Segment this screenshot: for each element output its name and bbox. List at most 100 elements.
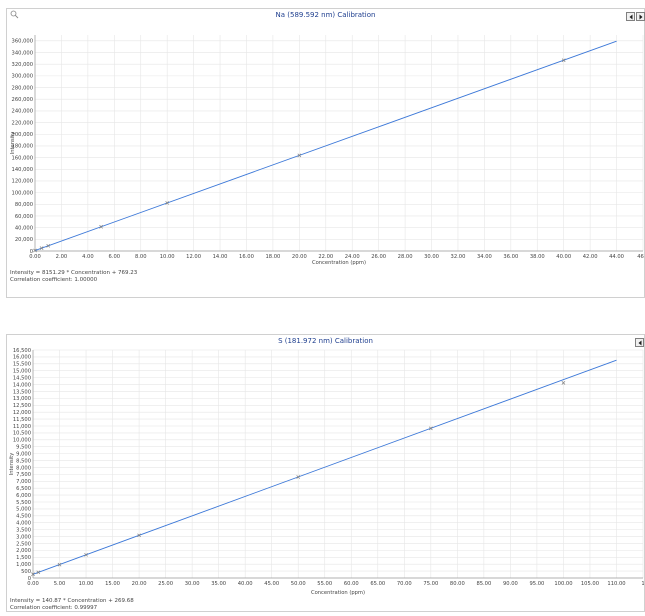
y-tick-label: 16,500 xyxy=(13,348,31,354)
y-tick-label: 500 xyxy=(21,569,31,575)
y-tick-label: 280,000 xyxy=(12,85,33,91)
regression-line xyxy=(34,40,617,251)
na-calibration-panel: Na (589.592 nm) Calibration 0 20,000 40,00… xyxy=(6,8,645,298)
x-tick-label: 10.00 xyxy=(160,254,175,260)
calibration-point[interactable] xyxy=(296,475,301,479)
calibration-point[interactable] xyxy=(165,201,170,205)
scroll-left-button[interactable] xyxy=(635,338,644,347)
y-tick-label: 15,500 xyxy=(13,362,31,368)
zoom-icon[interactable] xyxy=(10,10,19,19)
calibration-point[interactable] xyxy=(561,381,566,385)
x-tick-label: 1 xyxy=(641,581,644,587)
x-tick-label: 2.00 xyxy=(56,254,68,260)
y-tick-label: 220,000 xyxy=(12,120,33,126)
scroll-right-button[interactable] xyxy=(636,12,645,21)
y-tick-label: 300,000 xyxy=(12,74,33,80)
y-tick-label: 14,500 xyxy=(13,375,31,381)
calibration-point[interactable] xyxy=(57,562,62,567)
x-tick-label: 45.00 xyxy=(264,581,279,587)
y-tick-label: 2,000 xyxy=(16,548,31,554)
x-tick-label: 24.00 xyxy=(345,254,360,260)
calibration-point[interactable] xyxy=(84,552,88,557)
y-tick-label: 4,500 xyxy=(16,514,31,520)
y-tick-label: 10,000 xyxy=(13,438,31,444)
y-tick-label: 120,000 xyxy=(12,179,33,185)
y-tick-label: 3,500 xyxy=(16,527,31,533)
arrow-left-icon xyxy=(629,14,633,20)
y-tick-label: 1,000 xyxy=(16,562,31,568)
y-tick-label: 3,000 xyxy=(16,534,31,540)
x-tick-label: 75.00 xyxy=(423,581,438,587)
y-tick-label: 9,500 xyxy=(16,445,31,451)
regression-equation: Intensity = 140.87 * Concentration + 269… xyxy=(10,598,134,604)
calibration-point[interactable] xyxy=(99,224,103,229)
x-tick-label: 50.00 xyxy=(291,581,306,587)
y-tick-label: 100,000 xyxy=(12,190,33,196)
y-tick-label: 5,500 xyxy=(16,500,31,506)
x-tick-label: 0.00 xyxy=(29,254,41,260)
y-tick-label: 4,000 xyxy=(16,521,31,527)
y-tick-label: 160,000 xyxy=(12,155,33,161)
x-tick-label: 20.00 xyxy=(132,581,147,587)
x-tick-label: 38.00 xyxy=(530,254,545,260)
calibration-point[interactable] xyxy=(33,248,37,253)
y-tick-label: 360,000 xyxy=(12,39,33,45)
x-tick-label: 25.00 xyxy=(158,581,173,587)
x-tick-label: 0.00 xyxy=(27,581,39,587)
calibration-point[interactable] xyxy=(561,58,566,63)
x-tick-label: 110.00 xyxy=(607,581,625,587)
x-tick-label: 60.00 xyxy=(344,581,359,587)
y-axis-label: Intensity xyxy=(9,453,15,476)
y-tick-label: 7,500 xyxy=(16,472,31,478)
calibration-point[interactable] xyxy=(31,572,35,577)
calibration-point[interactable] xyxy=(46,243,51,248)
x-tick-label: 4.00 xyxy=(82,254,94,260)
correlation-coefficient: Correlation coefficient: 1.00000 xyxy=(10,277,98,283)
x-tick-label: 70.00 xyxy=(397,581,412,587)
y-tick-label: 0 xyxy=(30,249,33,255)
y-tick-label: 16,000 xyxy=(13,355,31,361)
x-tick-label: 105.00 xyxy=(581,581,599,587)
x-tick-label: 40.00 xyxy=(556,254,571,260)
x-tick-label: 14.00 xyxy=(213,254,228,260)
x-tick-label: 32.00 xyxy=(451,254,466,260)
x-tick-label: 18.00 xyxy=(265,254,280,260)
x-tick-label: 44.00 xyxy=(609,254,624,260)
scroll-left-button[interactable] xyxy=(626,12,635,21)
x-tick-label: 6.00 xyxy=(109,254,121,260)
calibration-point[interactable] xyxy=(137,533,141,538)
chart-title: Na (589.592 nm) Calibration xyxy=(275,11,376,19)
chart-titlebar: S (181.972 nm) Calibration xyxy=(7,335,644,350)
x-tick-label: 30.00 xyxy=(185,581,200,587)
y-tick-label: 20,000 xyxy=(15,237,33,243)
x-tick-label: 35.00 xyxy=(211,581,226,587)
y-tick-label: 340,000 xyxy=(12,50,33,56)
y-axis-label: Intensity xyxy=(10,132,16,155)
y-tick-label: 180,000 xyxy=(12,144,33,150)
y-tick-label: 6,000 xyxy=(16,493,31,499)
calibration-point[interactable] xyxy=(36,570,41,575)
x-axis-label: Concentration (ppm) xyxy=(312,260,366,266)
x-tick-label: 30.00 xyxy=(424,254,439,260)
x-tick-label: 90.00 xyxy=(503,581,518,587)
x-tick-label: 36.00 xyxy=(503,254,518,260)
regression-line xyxy=(32,359,617,575)
y-tick-label: 200,000 xyxy=(12,132,33,138)
x-tick-label: 95.00 xyxy=(529,581,544,587)
x-tick-label: 80.00 xyxy=(450,581,465,587)
x-tick-label: 5.00 xyxy=(54,581,66,587)
x-tick-label: 28.00 xyxy=(398,254,413,260)
y-tick-label: 15,000 xyxy=(13,369,31,375)
y-tick-label: 11,000 xyxy=(13,424,31,430)
x-tick-label: 85.00 xyxy=(476,581,491,587)
calibration-point[interactable] xyxy=(428,426,433,431)
y-tick-label: 60,000 xyxy=(15,214,33,220)
y-tick-label: 0 xyxy=(28,576,31,582)
y-tick-label: 320,000 xyxy=(12,62,33,68)
x-tick-label: 55.00 xyxy=(317,581,332,587)
x-tick-label: 12.00 xyxy=(186,254,201,260)
calibration-point[interactable] xyxy=(297,153,302,158)
y-tick-label: 40,000 xyxy=(15,225,33,231)
y-tick-label: 8,500 xyxy=(16,458,31,464)
calibration-point[interactable] xyxy=(39,246,44,250)
